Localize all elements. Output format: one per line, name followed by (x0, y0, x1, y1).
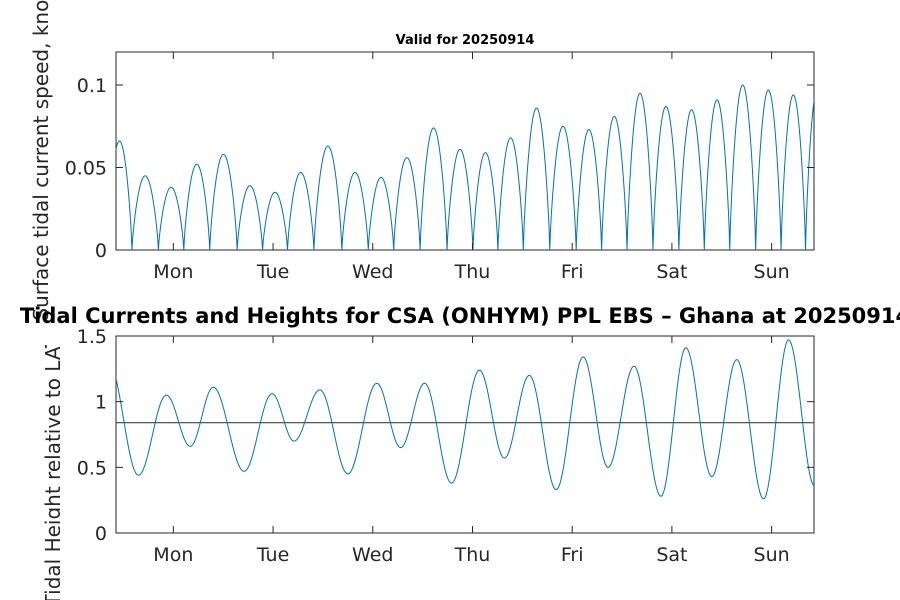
x-tick-label: Thu (454, 261, 491, 283)
y-axis-label: Tidal Height relative to LAT, m (41, 304, 65, 600)
x-tick-label: Mon (153, 544, 193, 566)
x-tick-label: Tue (256, 544, 289, 566)
x-tick-label: Sat (656, 261, 687, 283)
x-tick-label: Wed (352, 544, 393, 566)
series-line (116, 84, 814, 250)
x-tick-label: Tue (256, 261, 289, 283)
x-tick-label: Fri (561, 261, 584, 283)
x-tick-label: Sun (754, 261, 790, 283)
y-tick-label: 0.1 (77, 75, 107, 97)
x-tick-label: Thu (454, 544, 491, 566)
chart-title: Valid for 20250914 (396, 33, 535, 48)
y-tick-label: 0 (95, 523, 107, 545)
plot-area (115, 51, 815, 251)
y-tick-label: 1.5 (77, 326, 107, 348)
series-line (116, 339, 814, 500)
x-tick-label: Sun (754, 544, 790, 566)
plot-area (115, 335, 815, 534)
x-tick-label: Sat (656, 544, 687, 566)
x-tick-label: Fri (561, 544, 584, 566)
y-axis-label: Surface tidal current speed, knots (29, 0, 53, 321)
tidal-height-axes: 0 0.5 1 1.5 Mon Tue Wed Thu Fri Sat Sun Tidal Curre… (20, 304, 900, 600)
x-tick-label: Mon (153, 261, 193, 283)
y-tick-label: 0.05 (65, 158, 107, 180)
y-axis-label-group: Tidal Height relative to LAT, m (41, 304, 65, 600)
x-tick-label: Wed (352, 261, 393, 283)
y-axis-label-group: Surface tidal current speed, knots (29, 0, 53, 321)
y-tick-label: 1 (95, 392, 107, 414)
y-tick-label: 0 (95, 240, 107, 262)
current-speed-axes: 0 0.05 0.1 Mon Tue Wed Thu Fri Sat Sun Valid for 2… (29, 0, 815, 321)
y-tick-label: 0.5 (77, 457, 107, 479)
chart-title: Tidal Currents and Heights for CSA (ONHY… (20, 304, 900, 328)
